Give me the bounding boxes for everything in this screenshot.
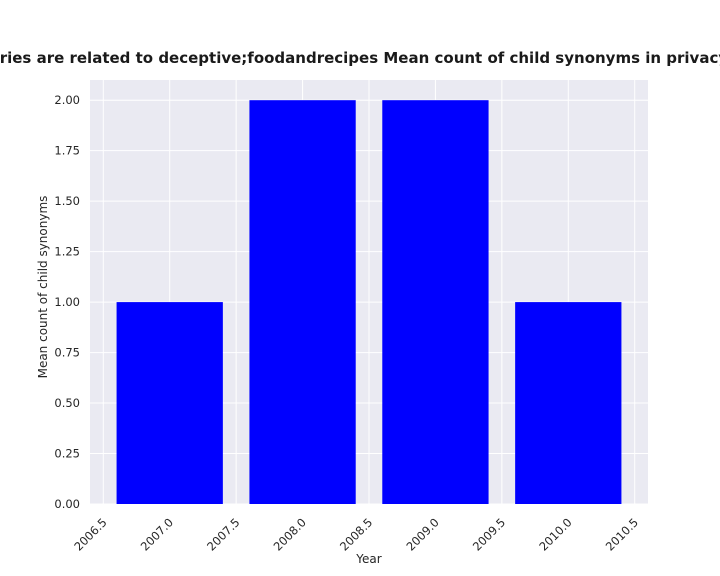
bars [116,100,622,504]
x-tick-label: 2009.5 [470,515,508,553]
x-tick-label: 2007.5 [204,515,242,553]
y-tick-label: 1.75 [54,144,80,158]
y-tick-label: 0.25 [54,447,80,461]
chart-title: Categories are related to deceptive;food… [0,49,720,67]
x-tick-labels: 2006.5 2007.0 2007.5 2008.0 2008.5 2009.0 2009… [71,515,641,553]
bar-2010 [515,302,622,504]
x-tick-label: 2010.0 [536,515,574,553]
bar-2009 [382,100,489,504]
y-tick-label: 2.00 [54,93,80,107]
x-tick-label: 2008.5 [337,515,375,553]
y-tick-labels: 0.00 0.25 0.50 0.75 1.00 1.25 1.50 1.75 2.00 [54,93,80,511]
y-axis-label: Mean count of child synonyms [36,196,50,379]
bar-2007 [116,302,223,504]
x-tick-label: 2009.0 [403,515,441,553]
x-axis-label: Year [355,552,381,566]
x-tick-label: 2008.0 [271,515,309,553]
y-tick-label: 0.75 [54,346,80,360]
y-tick-label: 0.00 [54,497,80,511]
y-tick-label: 1.00 [54,295,80,309]
y-tick-label: 0.50 [54,396,80,410]
x-tick-label: 2006.5 [71,515,109,553]
y-tick-label: 1.50 [54,194,80,208]
y-tick-label: 1.25 [54,245,80,259]
bar-2008 [249,100,356,504]
x-tick-label: 2010.5 [603,515,641,553]
x-tick-label: 2007.0 [138,515,176,553]
